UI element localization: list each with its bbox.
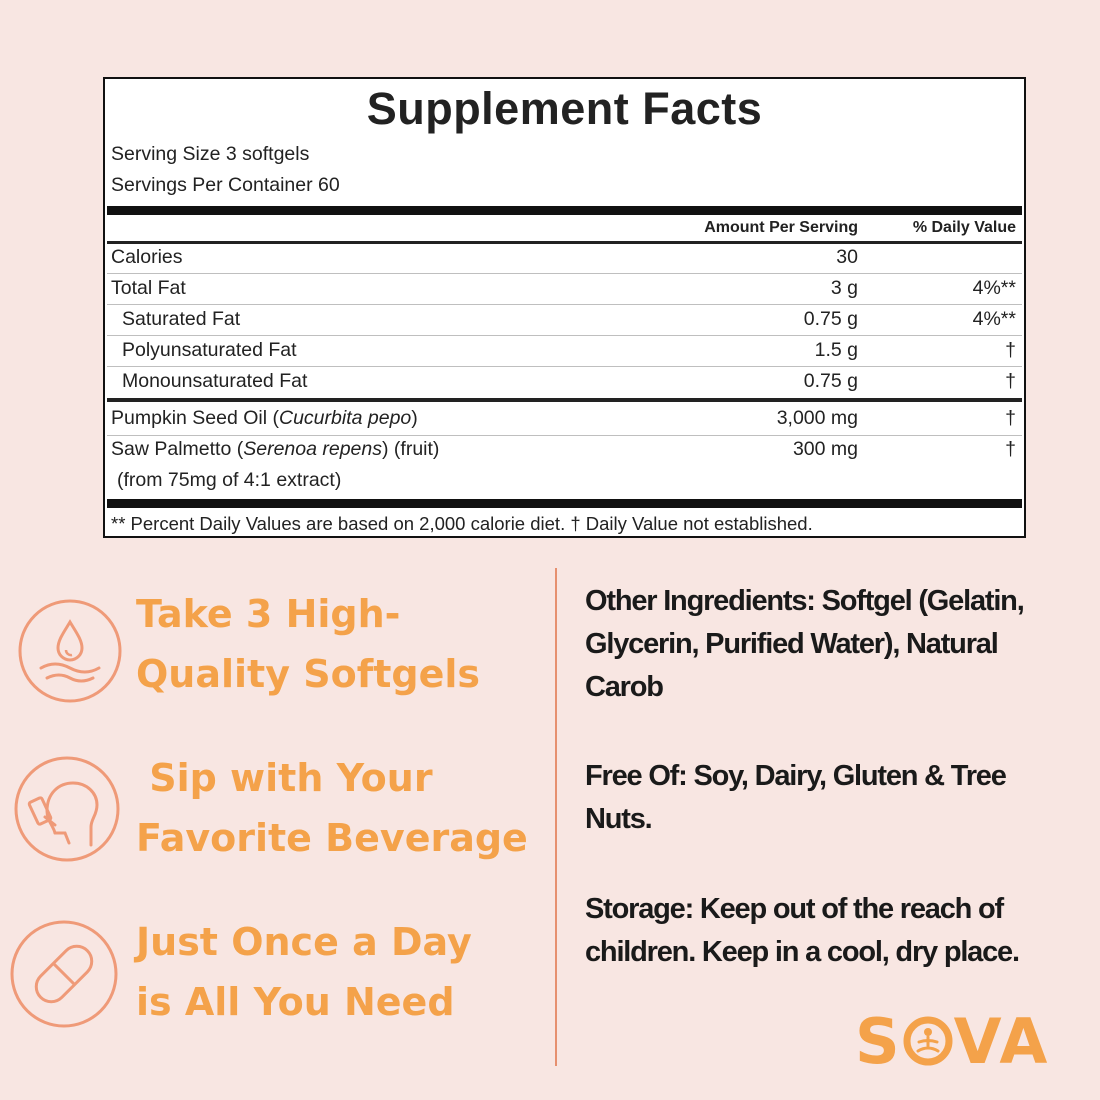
vertical-divider [555,568,557,1066]
row-amount-saturated-fat: 0.75 g [803,308,858,330]
col-dv-header: % Daily Value [912,219,1016,236]
row-amount-polyunsaturated-fat: 1.5 g [814,339,858,361]
row-label-polyunsaturated-fat: Polyunsaturated Fat [122,339,297,361]
meditation-o-icon [903,1016,953,1066]
row-dv-total-fat: 4%** [972,277,1016,299]
row-sub-saw-palmetto: (from 75mg of 4:1 extract) [117,469,342,491]
thick-divider [107,499,1022,508]
row-divider [107,304,1022,305]
logo-text-start: S [855,1005,902,1078]
row-divider [107,335,1022,336]
servings-per-container: Servings Per Container 60 [111,174,340,197]
row-divider [107,273,1022,274]
row-amount-calories: 30 [836,246,858,268]
brand-logo: S VA [855,1005,1049,1078]
step-text-once-a-day: Just Once a Day is All You Need [136,920,472,1024]
row-dv-polyunsaturated-fat: † [1005,339,1016,361]
row-label-monounsaturated-fat: Monounsaturated Fat [122,370,308,392]
row-dv-saw-palmetto: † [1005,438,1016,460]
drinking-person-icon [14,756,120,862]
row-divider [107,366,1022,367]
row-divider [107,435,1022,436]
logo-text-end: VA [953,1005,1050,1078]
row-label-saw-palmetto: Saw Palmetto (Serenoa repens) (fruit) [111,438,440,460]
free-of: Free Of: Soy, Dairy, Gluten & Tree Nuts. [585,760,1007,835]
row-amount-total-fat: 3 g [830,277,858,299]
row-label-pumpkin-seed-oil: Pumpkin Seed Oil (Cucurbita pepo) [111,407,418,429]
row-label-total-fat: Total Fat [111,277,186,299]
latin-name: Cucurbita pepo [279,407,412,429]
row-dv-pumpkin-seed-oil: † [1005,407,1016,429]
row-label-saturated-fat: Saturated Fat [122,308,241,330]
col-amount-header: Amount Per Serving [704,219,858,236]
row-amount-monounsaturated-fat: 0.75 g [803,370,858,392]
step-text-sip-beverage: Sip with Your Favorite Beverage [136,756,528,860]
latin-name: Serenoa repens [243,438,382,460]
servings-per-container-value: 60 [318,174,340,196]
facts-title: Supplement Facts [366,83,763,134]
row-dv-monounsaturated-fat: † [1005,370,1016,392]
section-divider [107,398,1022,402]
water-drop-icon [18,599,122,703]
row-dv-saturated-fat: 4%** [972,308,1016,330]
thick-divider [107,206,1022,215]
servings-per-container-label: Servings Per Container [111,174,313,196]
other-ingredients: Other Ingredients: Softgel (Gelatin, Gly… [585,585,1025,703]
row-label-calories: Calories [111,246,183,268]
row-amount-pumpkin-seed-oil: 3,000 mg [776,407,858,429]
supplement-facts-panel: Supplement Facts Serving Size 3 softgels… [103,77,1026,538]
capsule-icon [10,920,118,1028]
storage: Storage: Keep out of the reach of childr… [585,893,1020,968]
row-amount-saw-palmetto: 300 mg [792,438,858,460]
footnote: ** Percent Daily Values are based on 2,0… [111,513,813,534]
header-divider [107,241,1022,244]
step-text-take-softgels: Take 3 High- Quality Softgels [136,592,481,696]
serving-size: Serving Size 3 softgels [111,143,310,165]
